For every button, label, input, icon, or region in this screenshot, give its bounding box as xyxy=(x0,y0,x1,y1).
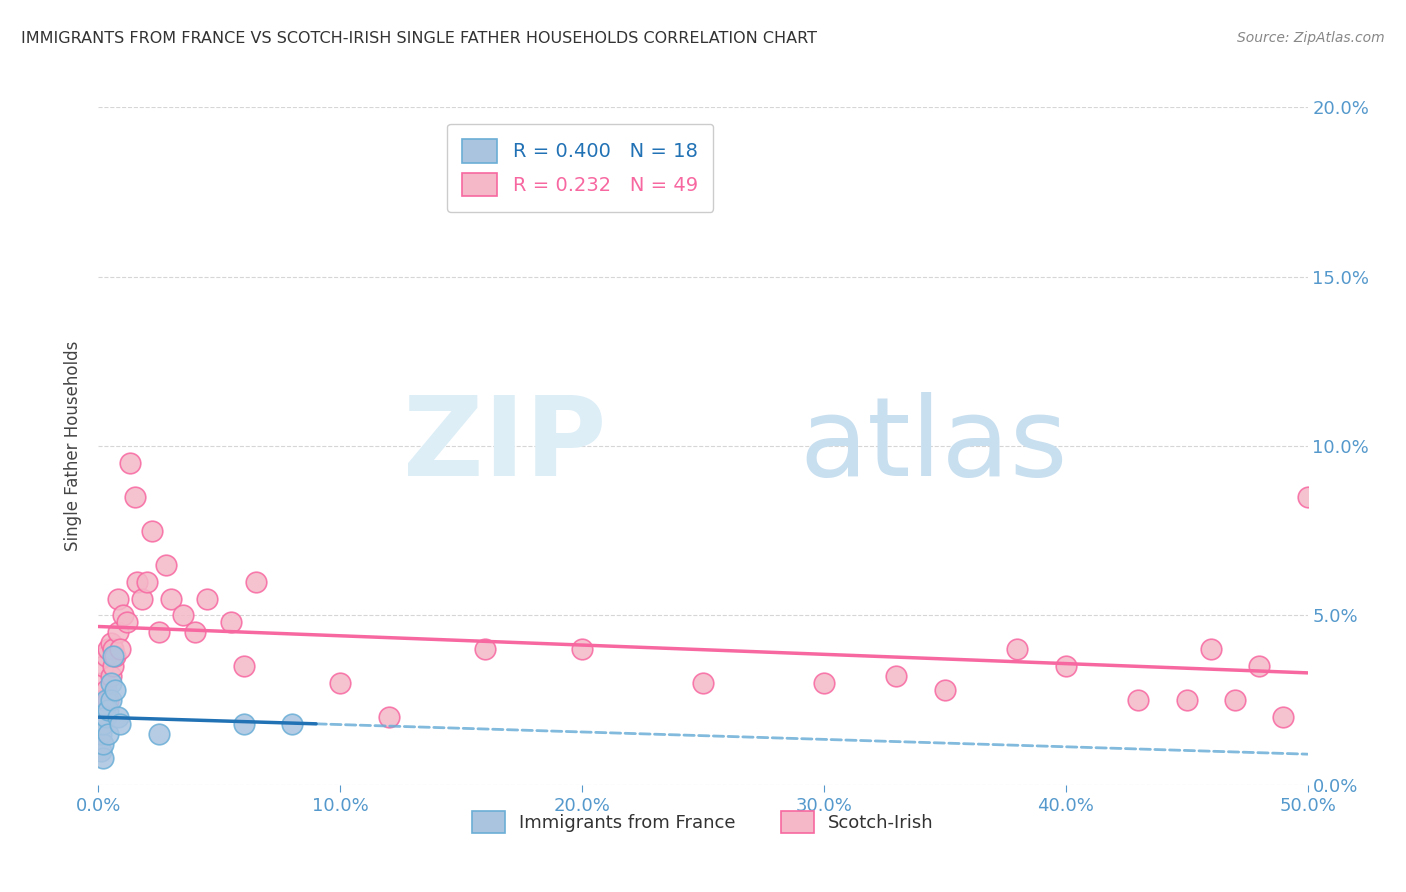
Point xyxy=(90,676,112,690)
Point xyxy=(90,744,112,758)
Point xyxy=(101,649,124,664)
Point xyxy=(377,710,399,724)
Point xyxy=(1249,659,1271,673)
Point xyxy=(1272,710,1295,724)
Point xyxy=(245,574,267,589)
Point xyxy=(571,642,593,657)
Point xyxy=(281,717,304,731)
Legend: Immigrants from France, Scotch-Irish: Immigrants from France, Scotch-Irish xyxy=(465,804,941,840)
Point xyxy=(118,456,141,470)
Text: Source: ZipAtlas.com: Source: ZipAtlas.com xyxy=(1237,31,1385,45)
Point xyxy=(232,717,254,731)
Point xyxy=(100,676,122,690)
Point xyxy=(221,615,243,630)
Point xyxy=(91,659,114,673)
Point xyxy=(111,608,134,623)
Point xyxy=(141,524,163,538)
Point xyxy=(101,642,124,657)
Point xyxy=(94,649,117,664)
Point xyxy=(474,642,496,657)
Point xyxy=(97,727,120,741)
Point xyxy=(108,717,131,731)
Point xyxy=(148,727,170,741)
Text: ZIP: ZIP xyxy=(404,392,606,500)
Point xyxy=(100,635,122,649)
Point xyxy=(100,693,122,707)
Point xyxy=(195,591,218,606)
Point xyxy=(100,669,122,683)
Point xyxy=(94,683,117,698)
Point xyxy=(104,683,127,698)
Point xyxy=(1296,490,1319,504)
Point xyxy=(1223,693,1246,707)
Text: atlas: atlas xyxy=(800,392,1069,500)
Point xyxy=(232,659,254,673)
Point xyxy=(97,642,120,657)
Point xyxy=(91,693,114,707)
Point xyxy=(155,558,177,572)
Point xyxy=(91,717,114,731)
Point xyxy=(117,615,139,630)
Point xyxy=(934,683,956,698)
Point xyxy=(1175,693,1198,707)
Point xyxy=(97,693,120,707)
Point xyxy=(813,676,835,690)
Point xyxy=(104,649,127,664)
Point xyxy=(94,693,117,707)
Point xyxy=(94,710,117,724)
Point xyxy=(107,625,129,640)
Point xyxy=(107,710,129,724)
Point xyxy=(127,574,149,589)
Point xyxy=(97,703,120,717)
Point xyxy=(148,625,170,640)
Point xyxy=(1007,642,1029,657)
Point xyxy=(101,659,124,673)
Point xyxy=(131,591,153,606)
Point xyxy=(90,727,112,741)
Point xyxy=(108,642,131,657)
Point xyxy=(886,669,908,683)
Y-axis label: Single Father Households: Single Father Households xyxy=(65,341,83,551)
Point xyxy=(1128,693,1150,707)
Point xyxy=(107,591,129,606)
Point xyxy=(172,608,194,623)
Point xyxy=(124,490,146,504)
Text: IMMIGRANTS FROM FRANCE VS SCOTCH-IRISH SINGLE FATHER HOUSEHOLDS CORRELATION CHAR: IMMIGRANTS FROM FRANCE VS SCOTCH-IRISH S… xyxy=(21,31,817,46)
Point xyxy=(135,574,157,589)
Point xyxy=(91,751,114,765)
Point xyxy=(692,676,714,690)
Point xyxy=(160,591,183,606)
Point xyxy=(184,625,207,640)
Point xyxy=(329,676,352,690)
Point xyxy=(1054,659,1077,673)
Point xyxy=(1199,642,1222,657)
Point xyxy=(91,737,114,751)
